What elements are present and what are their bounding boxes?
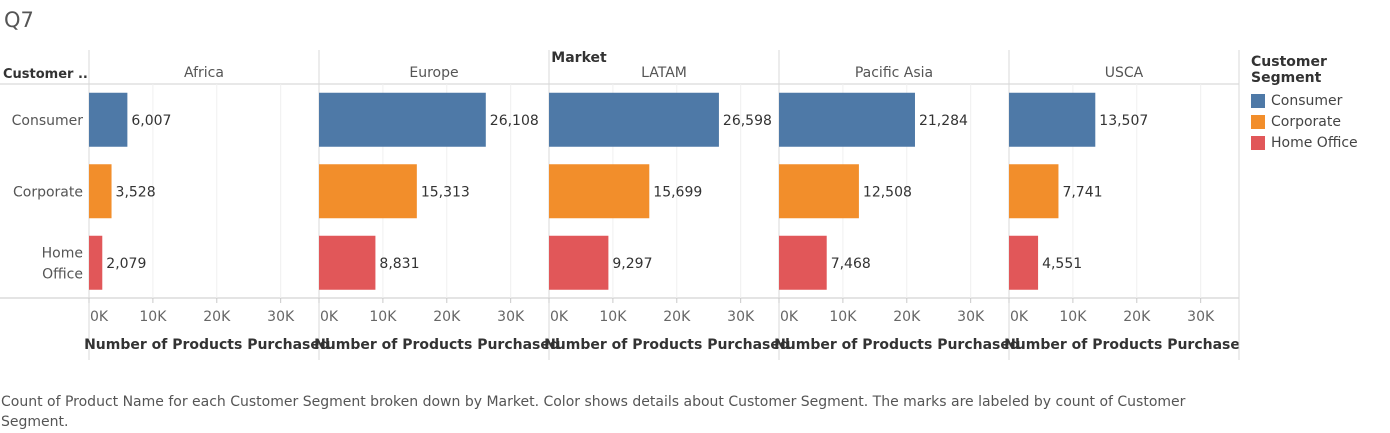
x-axis-title: Number of Products Purchased bbox=[774, 337, 1020, 353]
data-label: 2,079 bbox=[106, 256, 146, 272]
legend-label: Home Office bbox=[1271, 134, 1358, 151]
data-label: 8,831 bbox=[379, 256, 419, 272]
x-tick-label: 30K bbox=[267, 309, 295, 325]
bar-chart: Customer .. Market Consumer Corporate Home Of… bbox=[0, 50, 1240, 360]
category-label: Office bbox=[42, 266, 83, 282]
legend-swatch-consumer bbox=[1251, 93, 1265, 108]
bar-europe-home-office bbox=[319, 235, 376, 290]
legend-title: Customer Segment bbox=[1251, 54, 1327, 86]
x-tick-label: 10K bbox=[599, 309, 627, 325]
data-label: 7,741 bbox=[1062, 184, 1102, 200]
x-tick-label: 20K bbox=[1123, 309, 1151, 325]
bar-usca-home-office bbox=[1009, 235, 1039, 290]
data-label: 7,468 bbox=[831, 256, 871, 272]
x-tick-label: 20K bbox=[893, 309, 921, 325]
bar-africa-home-office bbox=[89, 235, 103, 290]
bar-latam-consumer bbox=[549, 92, 719, 147]
bar-pacific-asia-consumer bbox=[779, 92, 915, 147]
data-label: 4,551 bbox=[1042, 256, 1082, 272]
x-tick-label: 20K bbox=[663, 309, 691, 325]
legend: Customer Segment Consumer Corporate Home… bbox=[1251, 54, 1390, 153]
legend-item-consumer[interactable]: Consumer bbox=[1251, 90, 1390, 111]
x-tick-label: 0K bbox=[550, 309, 569, 325]
legend-label: Corporate bbox=[1271, 113, 1341, 130]
bar-africa-corporate bbox=[89, 164, 112, 219]
data-label: 26,598 bbox=[723, 113, 772, 129]
x-axis-title: Number of Products Purchased bbox=[84, 337, 330, 353]
column-header-label: Market bbox=[551, 50, 607, 66]
x-tick-label: 0K bbox=[1010, 309, 1029, 325]
x-axis-title: Number of Products Purchased bbox=[1004, 337, 1240, 353]
x-axis-title: Number of Products Purchased bbox=[544, 337, 790, 353]
data-label: 13,507 bbox=[1099, 113, 1148, 129]
panel-header-latam: LATAM bbox=[641, 65, 687, 81]
bar-europe-consumer bbox=[319, 92, 486, 147]
category-label: Corporate bbox=[13, 184, 83, 200]
x-tick-label: 30K bbox=[497, 309, 525, 325]
bar-usca-corporate bbox=[1009, 164, 1059, 219]
legend-label: Consumer bbox=[1271, 92, 1343, 109]
legend-item-home-office[interactable]: Home Office bbox=[1251, 132, 1390, 153]
row-header-label: Customer .. bbox=[3, 67, 88, 82]
data-label: 3,528 bbox=[116, 184, 156, 200]
data-label: 6,007 bbox=[131, 113, 171, 129]
panel-header-europe: Europe bbox=[409, 65, 458, 81]
x-tick-label: 30K bbox=[957, 309, 985, 325]
data-label: 12,508 bbox=[863, 184, 912, 200]
category-label: Consumer bbox=[12, 113, 84, 129]
x-tick-label: 10K bbox=[1059, 309, 1087, 325]
x-tick-label: 0K bbox=[780, 309, 799, 325]
data-label: 15,699 bbox=[653, 184, 702, 200]
bar-pacific-asia-corporate bbox=[779, 164, 859, 219]
legend-swatch-corporate bbox=[1251, 114, 1265, 129]
chart-caption: Count of Product Name for each Customer … bbox=[1, 394, 1186, 430]
data-label: 21,284 bbox=[919, 113, 968, 129]
data-label: 26,108 bbox=[490, 113, 539, 129]
legend-swatch-home-office bbox=[1251, 135, 1265, 150]
x-tick-label: 0K bbox=[320, 309, 339, 325]
x-tick-label: 10K bbox=[369, 309, 397, 325]
bar-pacific-asia-home-office bbox=[779, 235, 827, 290]
x-tick-label: 20K bbox=[203, 309, 231, 325]
x-tick-label: 30K bbox=[1187, 309, 1215, 325]
legend-item-corporate[interactable]: Corporate bbox=[1251, 111, 1390, 132]
x-tick-label: 20K bbox=[433, 309, 461, 325]
panel-header-pacific-asia: Pacific Asia bbox=[855, 65, 933, 81]
bar-latam-home-office bbox=[549, 235, 609, 290]
page-title: Q7 bbox=[4, 8, 34, 32]
bar-africa-consumer bbox=[89, 92, 128, 147]
x-tick-label: 10K bbox=[139, 309, 167, 325]
x-tick-label: 10K bbox=[829, 309, 857, 325]
x-tick-label: 30K bbox=[727, 309, 755, 325]
category-label: Home bbox=[42, 245, 83, 261]
x-axis-title: Number of Products Purchased bbox=[314, 337, 560, 353]
bar-latam-corporate bbox=[549, 164, 650, 219]
data-label: 9,297 bbox=[612, 256, 652, 272]
panel-header-usca: USCA bbox=[1105, 65, 1144, 81]
bar-europe-corporate bbox=[319, 164, 417, 219]
x-tick-label: 0K bbox=[90, 309, 109, 325]
panel-header-africa: Africa bbox=[184, 65, 224, 81]
data-label: 15,313 bbox=[421, 184, 470, 200]
bar-usca-consumer bbox=[1009, 92, 1096, 147]
